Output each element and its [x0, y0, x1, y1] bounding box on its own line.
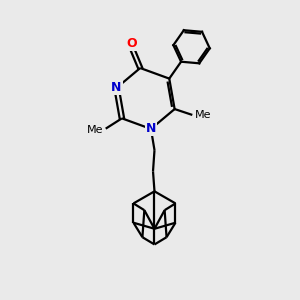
Text: Me: Me — [195, 110, 211, 120]
Text: O: O — [126, 38, 137, 50]
Text: Me: Me — [87, 125, 103, 135]
Text: N: N — [111, 81, 122, 94]
Text: N: N — [146, 122, 156, 135]
